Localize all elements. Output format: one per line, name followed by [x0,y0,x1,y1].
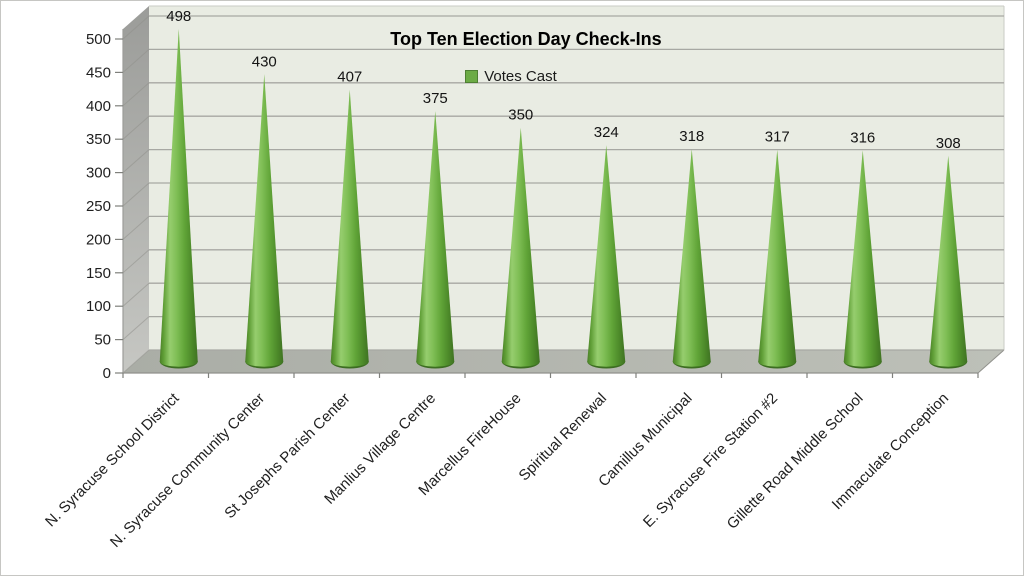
data-label: 308 [936,135,961,152]
side-wall-gridline [122,216,150,240]
cone [501,127,540,367]
legend: Votes Cast [281,68,741,85]
data-label: 350 [508,107,533,124]
category-label: Gillette Road Middle School [724,390,867,533]
side-wall-gridline [122,82,150,107]
y-axis-tick-label: 250 [86,198,111,215]
side-wall-gridline [122,149,150,173]
side-wall-gridline [122,249,150,274]
cone [672,149,711,367]
y-axis-tick-label: 500 [86,31,111,48]
side-wall [123,6,149,373]
y-axis-tick-label: 450 [86,64,111,81]
side-wall-gridline [122,115,150,140]
data-label: 375 [423,90,448,107]
side-wall-gridline [122,49,150,73]
category-label: N. Syracuse School District [42,389,183,530]
axes-and-ticks [115,38,979,378]
cone-series [159,28,968,369]
value-data-labels: 498 430 407 375 350 324 318 317 316 308 [166,8,961,152]
cone [416,111,455,367]
side-wall-gridline [122,182,150,207]
y-axis-tick-label: 300 [86,165,111,182]
y-axis-tick-label: 0 [103,365,111,382]
y-axis-tick-label: 100 [86,298,111,315]
category-label: N. Syracuse Community Center [107,390,268,551]
data-label: 430 [252,53,277,70]
side-wall-gridline [122,349,150,374]
cone [159,28,198,367]
cone [587,145,626,367]
cone [245,74,284,367]
cone [758,149,797,367]
y-axis-tick-label: 150 [86,265,111,282]
y-axis-tick-label: 50 [94,332,111,349]
floor-right-edge [977,349,1005,374]
data-label: 318 [679,128,704,145]
cone [843,150,882,367]
data-label: 407 [337,69,362,86]
cone [330,89,369,367]
data-label: 317 [765,129,790,146]
data-label: 324 [594,124,619,141]
category-label: Camillus Municipal [595,390,695,490]
data-label: 498 [166,8,191,25]
side-wall-gridline [122,15,150,40]
data-label: 316 [850,129,875,146]
legend-label: Votes Cast [484,68,557,85]
side-wall-gridline [122,316,150,340]
y-axis-tick-label: 350 [86,131,111,148]
side-wall-gridline [122,282,150,307]
y-axis-tick-label: 200 [86,231,111,248]
y-axis-labels: 0 50 100 150 200 250 300 350 400 450 500 [86,31,111,382]
category-label: Spiritual Renewal [516,390,611,485]
chart-title: Top Ten Election Day Check-Ins [390,29,662,49]
cone [929,155,968,367]
legend-swatch-icon [465,70,479,83]
y-axis-tick-label: 400 [86,98,111,115]
